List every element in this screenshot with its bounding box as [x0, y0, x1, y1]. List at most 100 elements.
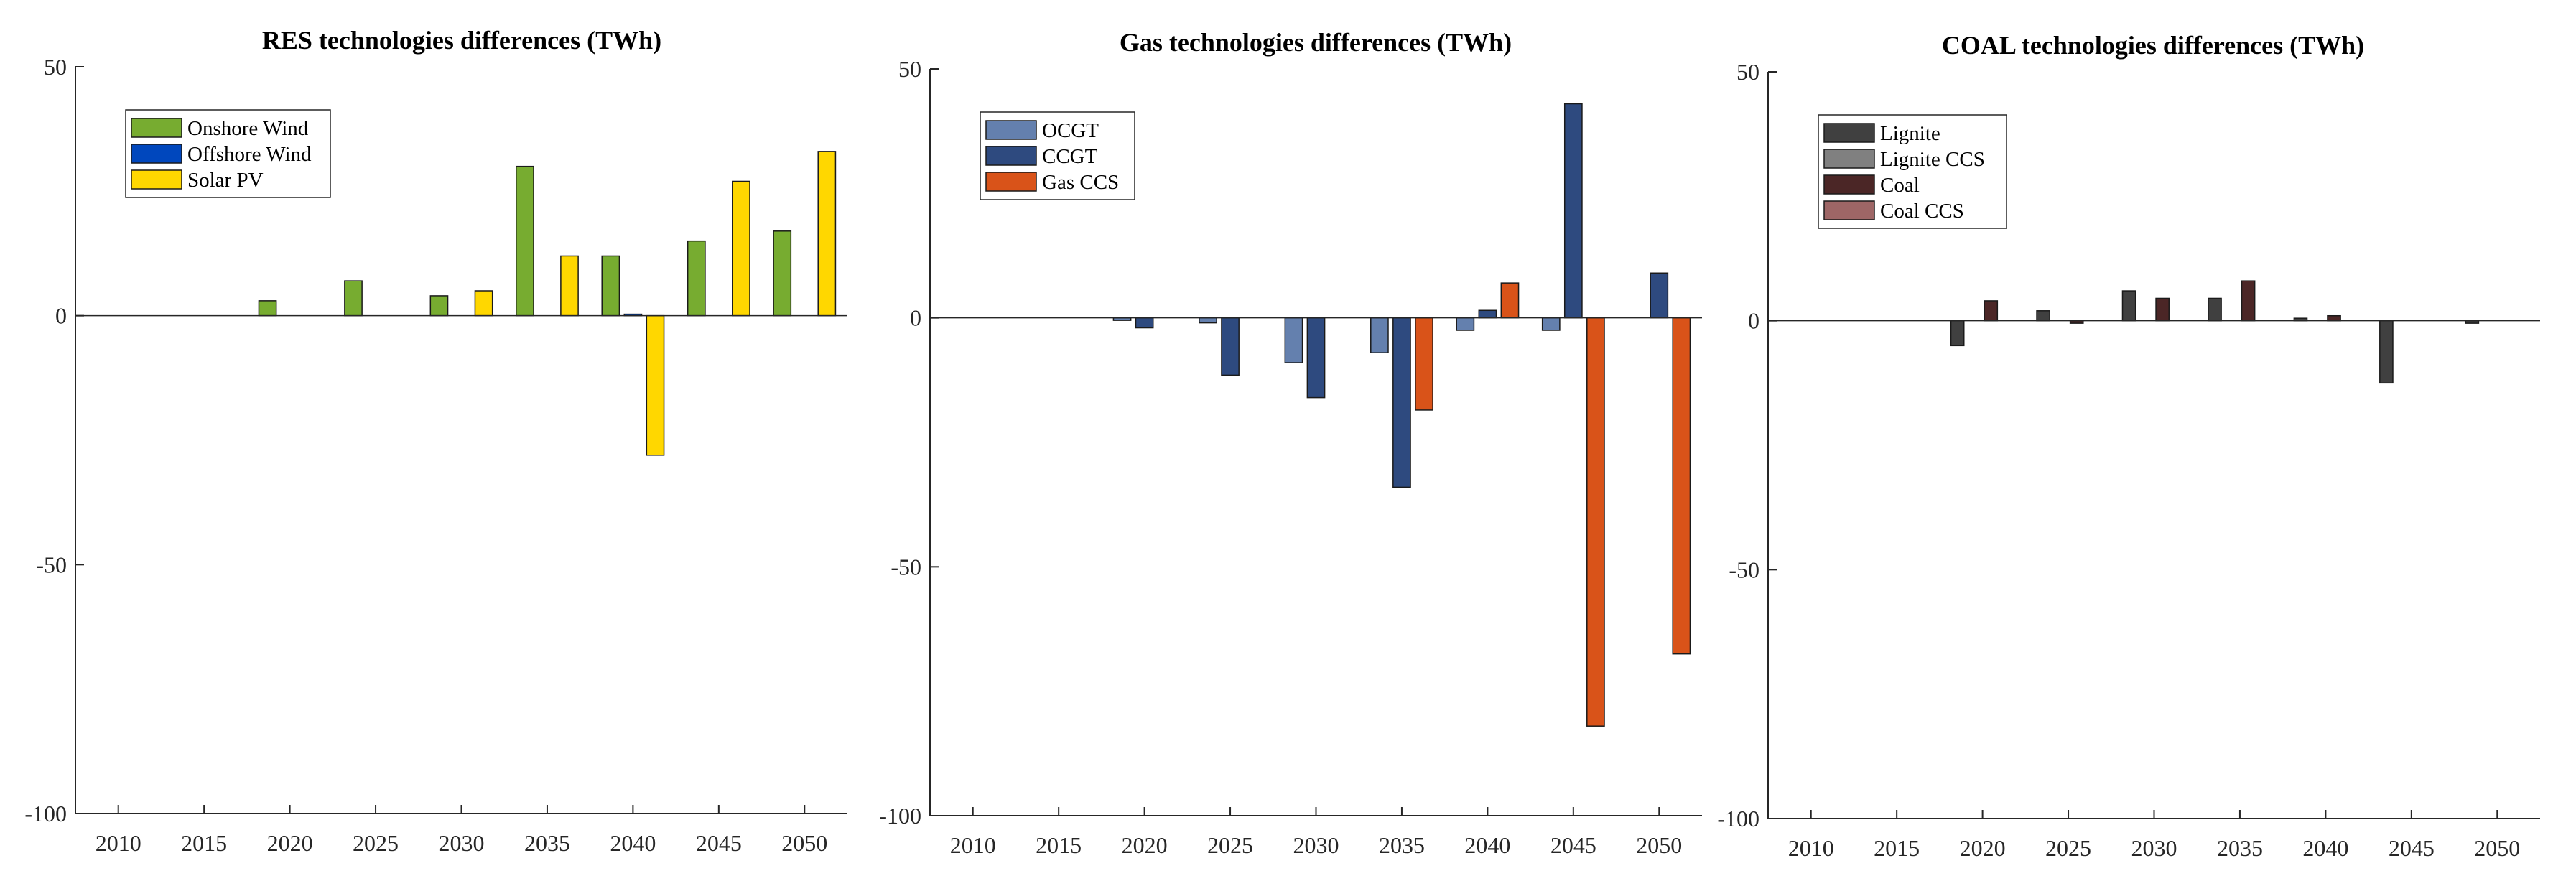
x-tick-label: 2010 — [950, 832, 996, 858]
bar-coal-2030 — [2155, 297, 2170, 322]
bar-solar-pv-2045 — [732, 180, 750, 317]
legend-swatch-coal — [1823, 174, 1875, 195]
x-tick-label: 2020 — [1960, 835, 2006, 861]
x-tick-label: 2050 — [1636, 832, 1682, 858]
bar-ocgt-2030 — [1284, 317, 1303, 363]
chart-title: COAL technologies differences (TWh) — [1942, 31, 2364, 60]
bar-solar-pv-2040 — [646, 314, 665, 456]
chart-panel-1: RES technologies differences (TWh) 50 0 -50… — [24, 26, 847, 856]
bar-lignite-2045 — [2379, 320, 2394, 384]
x-tick-label: 2030 — [439, 830, 485, 856]
x-tick-label: 2045 — [696, 830, 742, 856]
legend-label: Coal CCS — [1880, 200, 1964, 223]
bar-gas-ccs-2035 — [1415, 317, 1433, 411]
bar-ocgt-2025 — [1199, 317, 1217, 324]
bar-onshore-wind-2025 — [344, 280, 363, 317]
legend-swatch-lignite-ccs — [1823, 149, 1875, 169]
chart-panel-2: Gas technologies differences (TWh) 50 0 -50… — [879, 28, 1702, 858]
legend-label: OCGT — [1042, 119, 1099, 142]
bar-ccgt-2050 — [1650, 272, 1669, 319]
legend: OCGT CCGT Gas CCS — [980, 111, 1135, 200]
y-tick-label: -50 — [36, 551, 67, 577]
x-tick-label: 2050 — [2474, 835, 2520, 861]
legend-swatch-offshore-wind — [131, 144, 182, 164]
legend-swatch-onshore-wind — [131, 118, 182, 138]
bar-gas-ccs-2040 — [1500, 282, 1520, 319]
legend-swatch-solar-pv — [131, 169, 182, 190]
legend: Lignite Lignite CCS Coal Coal CCS — [1818, 114, 2007, 229]
legend-swatch-gas-ccs — [985, 172, 1037, 192]
x-tick-label: 2020 — [267, 830, 313, 856]
x-tick-label: 2045 — [1550, 832, 1596, 858]
legend-label: Lignite — [1880, 122, 1940, 145]
bar-onshore-wind-2035 — [516, 165, 534, 317]
y-tick-label: 50 — [44, 54, 67, 80]
x-tick-label: 2045 — [2389, 835, 2435, 861]
bar-solar-pv-2035 — [560, 255, 579, 317]
x-tick-label: 2035 — [524, 830, 570, 856]
bar-lignite-2020 — [1950, 320, 1965, 347]
legend-label: Onshore Wind — [187, 117, 309, 140]
bar-lignite-2035 — [2208, 297, 2222, 322]
bar-ccgt-2040 — [1478, 309, 1497, 319]
y-tick-label: -50 — [1729, 556, 1759, 582]
x-tick-label: 2040 — [1464, 832, 1510, 858]
x-tick-label: 2025 — [353, 830, 399, 856]
legend-swatch-ocgt — [985, 120, 1037, 140]
bar-coal-2020 — [1984, 300, 1999, 322]
legend-label: Solar PV — [187, 169, 264, 192]
bar-ccgt-2025 — [1221, 317, 1240, 376]
bar-lignite-2030 — [2121, 290, 2136, 322]
y-tick-label: 50 — [1736, 59, 1759, 85]
bar-onshore-wind-2045 — [687, 240, 706, 317]
y-tick-label: 50 — [898, 56, 921, 82]
bar-ccgt-2045 — [1563, 103, 1583, 319]
x-tick-label: 2030 — [2131, 835, 2177, 861]
x-tick-label: 2015 — [1874, 835, 1920, 861]
x-tick-label: 2040 — [2302, 835, 2348, 861]
bar-onshore-wind-2020 — [258, 300, 277, 317]
y-tick-label: 0 — [55, 303, 67, 329]
y-tick-label: -100 — [879, 803, 921, 829]
y-tick-label: -50 — [891, 554, 921, 579]
bar-ocgt-2040 — [1456, 317, 1475, 331]
x-tick-label: 2050 — [781, 830, 827, 856]
bar-coal-2040 — [2327, 314, 2341, 322]
bar-ccgt-2020 — [1135, 317, 1154, 329]
legend-label: Offshore Wind — [187, 143, 312, 166]
x-tick-label: 2025 — [2045, 835, 2091, 861]
y-tick-label: 0 — [910, 305, 921, 331]
legend-label: Gas CCS — [1042, 171, 1119, 194]
bar-ccgt-2030 — [1306, 317, 1326, 399]
bar-onshore-wind-2050 — [773, 230, 792, 317]
x-tick-label: 2015 — [181, 830, 227, 856]
legend-swatch-ccgt — [985, 146, 1037, 166]
legend-label: Coal — [1880, 174, 1920, 197]
bar-ocgt-2045 — [1541, 317, 1561, 331]
bar-coal-2035 — [2241, 280, 2256, 322]
x-tick-label: 2010 — [96, 830, 141, 856]
x-tick-label: 2035 — [1379, 832, 1425, 858]
x-tick-label: 2040 — [610, 830, 656, 856]
x-tick-label: 2030 — [1293, 832, 1339, 858]
chart-title: Gas technologies differences (TWh) — [1120, 28, 1512, 57]
bar-onshore-wind-2040 — [601, 255, 620, 317]
y-tick-label: -100 — [1717, 806, 1759, 831]
chart-panel-3: COAL technologies differences (TWh) 50 0 -5… — [1717, 31, 2540, 861]
bar-solar-pv-2050 — [817, 151, 837, 317]
bar-ocgt-2035 — [1370, 317, 1389, 353]
y-tick-label: -100 — [24, 801, 67, 826]
x-tick-label: 2010 — [1788, 835, 1834, 861]
x-tick-label: 2025 — [1207, 832, 1253, 858]
bar-onshore-wind-2030 — [429, 295, 449, 317]
legend-swatch-coal-ccs — [1823, 200, 1875, 220]
legend-label: CCGT — [1042, 145, 1098, 168]
bar-gas-ccs-2045 — [1586, 317, 1605, 727]
legend-label: Lignite CCS — [1880, 148, 1985, 171]
y-tick-label: 0 — [1748, 308, 1759, 334]
bar-ccgt-2035 — [1392, 317, 1411, 488]
x-tick-label: 2035 — [2217, 835, 2263, 861]
bar-gas-ccs-2050 — [1672, 317, 1691, 655]
x-tick-label: 2015 — [1036, 832, 1082, 858]
